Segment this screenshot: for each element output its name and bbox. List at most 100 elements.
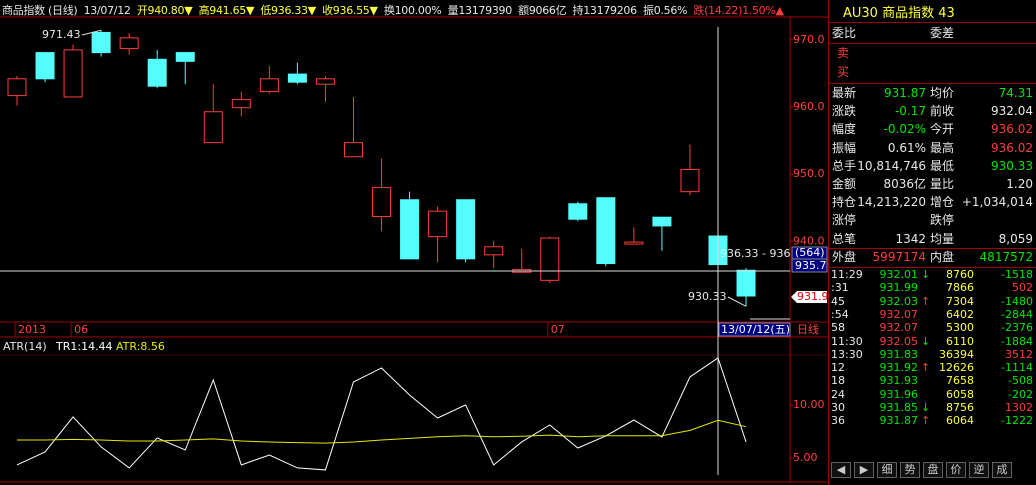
tick-row: 24 931.96 6058 -202 xyxy=(829,388,1036,401)
quote-label: 内盘 xyxy=(930,249,955,264)
quote-value: 932.04 xyxy=(991,104,1033,119)
quote-label: 最新 xyxy=(832,86,857,100)
quote-panel: AU30 商品指数 43 委比 委差 卖 买 最新 931.87 均价 74.31 涨跌 -… xyxy=(828,0,1036,485)
tick-time: 18 xyxy=(831,374,845,388)
tick-change: -202 xyxy=(1008,387,1033,401)
candle-body xyxy=(540,237,560,281)
tick-row: 11:29 932.01 ↓ 8760 -1518 xyxy=(829,268,1036,281)
annotation: 930.33 xyxy=(688,290,727,303)
quote-value: 936.02 xyxy=(991,140,1033,155)
last-price-tag xyxy=(791,291,827,303)
quote-label: 总手 xyxy=(832,158,857,173)
x-tick-label: 06 xyxy=(74,323,88,336)
buy-label[interactable]: 买 xyxy=(837,65,850,79)
quote-row: 幅度 -0.02% 今开 936.02 xyxy=(829,121,1036,138)
y-tick-label: 950.0 xyxy=(793,167,825,180)
label: 委比 xyxy=(832,26,857,40)
tick-time: 12 xyxy=(831,361,845,375)
tick-direction: ↓ xyxy=(921,268,931,281)
quote-value: -0.02% xyxy=(883,122,926,137)
tab[interactable]: 成 xyxy=(992,462,1012,478)
tick-change: 3512 xyxy=(1005,347,1033,361)
candle-body xyxy=(428,210,448,238)
y-tick-label: 960.0 xyxy=(793,100,825,113)
header-item: 高941.65▼ xyxy=(198,4,255,17)
tick-row: 30 931.85 ↓ 8756 1302 xyxy=(829,401,1036,414)
indicator-title: ATR(14) xyxy=(3,340,47,353)
tab[interactable]: 细 xyxy=(877,462,897,478)
quote-row: 振幅 0.61% 最高 936.02 xyxy=(829,140,1036,157)
header-item: 振0.56% xyxy=(643,4,688,17)
tick-price: 932.01 xyxy=(879,268,919,281)
tick-direction: ↑ xyxy=(921,294,931,308)
tick-change: -1114 xyxy=(1001,361,1033,375)
tick-change: -1518 xyxy=(1001,268,1033,281)
header-item: 开940.80▼ xyxy=(136,4,193,17)
quote-label: 量比 xyxy=(930,177,955,191)
candle-body xyxy=(596,197,616,265)
tick-volume: 8756 xyxy=(946,401,974,414)
quote-label: 前收 xyxy=(930,104,955,119)
panel-title: AU30 商品指数 43 xyxy=(843,6,955,21)
tick-change: -2844 xyxy=(1001,307,1033,321)
header-item: 量13179390 xyxy=(447,4,513,17)
quote-label: 均量 xyxy=(930,231,955,246)
tick-volume: 6402 xyxy=(946,307,974,321)
tick-volume: 6058 xyxy=(946,387,974,401)
tab[interactable]: ◀ xyxy=(831,462,851,478)
tick-volume: 8760 xyxy=(946,268,974,281)
tick-price: 931.99 xyxy=(879,281,919,295)
quote-value: 8036亿 xyxy=(883,177,926,191)
tick-time: 13:30 xyxy=(831,347,863,361)
quote-label: 今开 xyxy=(930,122,955,137)
tick-row: 45 932.03 ↑ 7304 -1480 xyxy=(829,295,1036,308)
tick-row: :31 931.99 7866 502 xyxy=(829,281,1036,294)
quote-value: 936.02 xyxy=(991,122,1033,137)
tab[interactable]: 逆 xyxy=(969,462,989,478)
y-tick-label: 940.0 xyxy=(793,234,825,247)
legend-entry: TR1:14.44 xyxy=(55,340,113,353)
tick-time: 11:30 xyxy=(831,334,863,348)
candle-body xyxy=(400,199,420,260)
candle-body xyxy=(35,52,55,80)
sell-label[interactable]: 卖 xyxy=(837,46,850,60)
cursor-range: 936.33 - 936 xyxy=(720,247,790,260)
x-tick-label: 2013 xyxy=(18,323,46,336)
quote-value: 930.33 xyxy=(991,158,1033,173)
tick-time: :31 xyxy=(831,281,849,295)
quote-label: 涨停 xyxy=(832,213,857,228)
tick-volume: 6110 xyxy=(946,334,974,348)
tab[interactable]: 价 xyxy=(946,462,966,478)
annotation-line xyxy=(81,29,102,36)
candle-body xyxy=(484,246,504,256)
quote-header: 商品指数 (日线) 13/07/12 开940.80▼ 高941.65▼ 低93… xyxy=(2,2,787,18)
quote-label: 振幅 xyxy=(832,140,857,155)
header-item: 低936.33▼ xyxy=(260,4,316,17)
tick-price: 932.03 xyxy=(879,294,919,308)
tick-row: 58 932.07 5300 -2376 xyxy=(829,321,1036,334)
tick-change: -1222 xyxy=(1001,414,1033,428)
tick-row: 13:30 931.83 36394 3512 xyxy=(829,348,1036,361)
y-tick-label: 5.00 xyxy=(793,451,818,464)
quote-row: 外盘 5997174 内盘 4817572 xyxy=(829,249,1036,266)
tick-change: 502 xyxy=(1012,281,1033,295)
quote-label: 幅度 xyxy=(832,122,857,137)
candle-body xyxy=(259,78,279,93)
tick-price: 932.05 xyxy=(879,334,919,348)
tick-time: 36 xyxy=(831,414,845,428)
cursor-date: 13/07/12(五) xyxy=(721,323,790,336)
tick-row: 36 931.87 ↑ 6064 -1222 xyxy=(829,414,1036,427)
tick-volume: 5300 xyxy=(946,321,974,335)
quote-value: 931.87 xyxy=(884,86,926,100)
indicator-line xyxy=(17,419,747,444)
tab[interactable]: ▶ xyxy=(854,462,874,478)
candle-body xyxy=(624,241,644,245)
chart-area: 940.0 950.0 960.0 970.0 2013 06 07 971.43 930.33… xyxy=(0,16,828,483)
quote-value: 8,059 xyxy=(998,231,1033,246)
quote-row: 总手 10,814,746 最低 930.33 xyxy=(829,158,1036,175)
tab[interactable]: 势 xyxy=(900,462,920,478)
tick-change: -2376 xyxy=(1001,321,1033,335)
cursor-price: 935.7 xyxy=(795,259,827,272)
quote-value: 74.31 xyxy=(998,86,1033,100)
tab[interactable]: 盘 xyxy=(923,462,943,478)
